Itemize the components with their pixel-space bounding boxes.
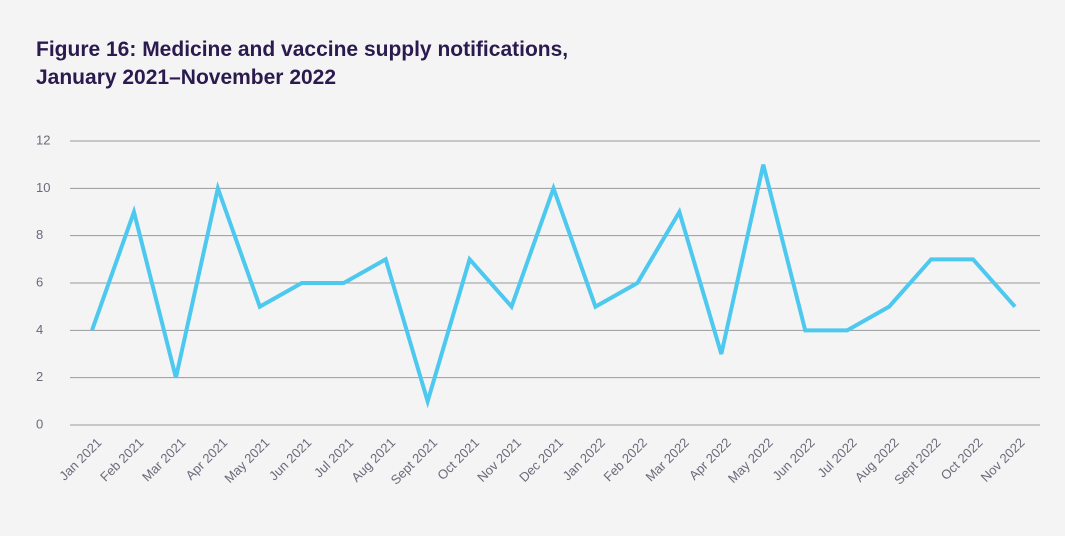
- y-tick-label: 6: [36, 274, 43, 289]
- x-tick-label: Nov 2022: [978, 435, 1028, 485]
- y-tick-label: 8: [36, 227, 43, 242]
- chart-title: Figure 16: Medicine and vaccine supply n…: [36, 38, 569, 89]
- x-tick-label: Feb 2021: [97, 435, 146, 484]
- y-tick-label: 0: [36, 416, 43, 431]
- x-tick-label: Sept 2022: [891, 435, 944, 488]
- x-tick-label: Mar 2021: [139, 435, 188, 484]
- x-tick-label: Nov 2021: [474, 435, 524, 485]
- y-tick-label: 12: [36, 132, 50, 147]
- x-tick-label: Jan 2021: [56, 435, 104, 483]
- x-tick-label: Jun 2021: [266, 435, 314, 483]
- data-line: [90, 164, 1017, 409]
- y-tick-label: 10: [36, 180, 50, 195]
- y-tick-label: 4: [36, 322, 43, 337]
- x-tick-label: Feb 2022: [601, 435, 650, 484]
- x-tick-label: Jun 2022: [769, 435, 817, 483]
- x-tick-label: May 2022: [725, 435, 776, 486]
- x-tick-label: May 2021: [221, 435, 272, 486]
- x-tick-label: Dec 2021: [516, 435, 566, 485]
- x-tick-label: Sept 2021: [388, 435, 441, 488]
- x-tick-label: Mar 2022: [642, 435, 691, 484]
- y-tick-label: 2: [36, 369, 43, 384]
- x-tick-label: Jan 2022: [560, 435, 608, 483]
